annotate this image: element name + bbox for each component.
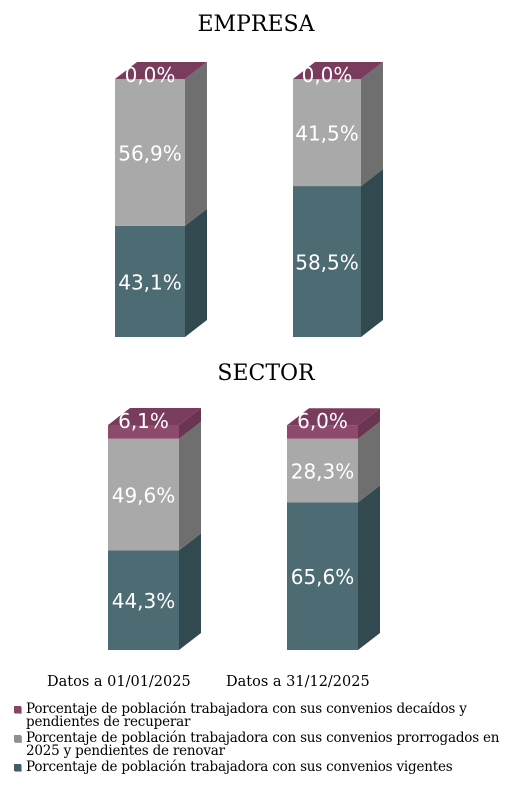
bar-segment-0-1-vigentes — [293, 186, 361, 337]
bar-segment-0-0-vigentes — [115, 225, 185, 337]
legend-swatch-vigentes — [14, 764, 21, 771]
bar-segment-1-0-decaidos — [108, 425, 179, 439]
data-label-0-0-prorrogados: 56,9% — [118, 141, 182, 165]
data-label-1-1-decaidos: 6,0% — [297, 409, 348, 433]
bar-side-1-1-decaidos — [358, 408, 380, 439]
bar-top-0-0 — [115, 62, 207, 79]
data-label-0-1-decaidos: 0,0% — [302, 63, 353, 87]
bar-segment-1-0-prorrogados — [108, 438, 179, 551]
legend: Porcentaje de población trabajadora con … — [14, 701, 530, 777]
legend-item-prorrogados: Porcentaje de población trabajadora con … — [14, 730, 530, 759]
bar-side-1-0-prorrogados — [179, 421, 201, 551]
bar-side-1-0-decaidos — [179, 408, 201, 439]
data-label-1-0-prorrogados: 49,6% — [112, 484, 176, 508]
bar-side-0-0-prorrogados — [185, 62, 207, 226]
stacked-bar-charts: EMPRESA SECTOR 43,1% 56,9% 0,0% 58,5% 41,5% 0… — [108, 12, 383, 650]
legend-label-vigentes: Porcentaje de población trabajadora con … — [26, 759, 453, 775]
legend-label-decaidos: Porcentaje de población trabajadora con … — [26, 701, 467, 730]
bar-top-1-0 — [108, 408, 201, 425]
legend-item-vigentes: Porcentaje de población trabajadora con … — [14, 759, 530, 775]
bar-segment-1-1-decaidos — [287, 425, 358, 439]
x-label-inicio: Datos a 01/01/2025 — [47, 674, 191, 690]
legend-swatch-decaidos — [14, 706, 21, 713]
data-label-0-1-vigentes: 58,5% — [295, 251, 359, 275]
bar-top-0-1 — [293, 62, 383, 79]
bar-side-1-1-vigentes — [358, 485, 380, 650]
x-label-fin: Datos a 31/12/2025 — [226, 674, 370, 690]
bar-segment-1-1-vigentes — [287, 502, 358, 650]
x-axis-labels: Datos a 01/01/2025 Datos a 31/12/2025 — [0, 674, 530, 694]
legend-item-decaidos: Porcentaje de población trabajadora con … — [14, 701, 530, 730]
data-label-0-0-vigentes: 43,1% — [118, 270, 182, 294]
data-label-1-0-decaidos: 6,1% — [118, 409, 169, 433]
data-label-1-0-vigentes: 44,3% — [112, 589, 176, 613]
bar-side-1-1-prorrogados — [358, 421, 380, 503]
bar-top-1-1 — [287, 408, 380, 426]
bar-segment-1-1-prorrogados — [287, 438, 358, 503]
legend-swatch-prorrogados — [14, 735, 21, 742]
bar-side-1-0-vigentes — [179, 533, 201, 650]
data-label-0-0-decaidos: 0,0% — [125, 63, 176, 87]
legend-label-prorrogados: Porcentaje de población trabajadora con … — [26, 730, 500, 759]
chart-title-empresa: EMPRESA — [198, 12, 316, 37]
bar-side-0-1-vigentes — [361, 169, 383, 337]
bar-segment-0-0-prorrogados — [115, 79, 185, 226]
data-label-1-1-vigentes: 65,6% — [291, 565, 355, 589]
data-label-1-1-prorrogados: 28,3% — [291, 460, 355, 484]
bar-segment-0-1-prorrogados — [293, 79, 361, 187]
bar-segment-1-0-vigentes — [108, 550, 179, 650]
data-label-0-1-prorrogados: 41,5% — [295, 122, 359, 146]
bar-side-0-1-prorrogados — [361, 62, 383, 187]
bar-side-0-0-vigentes — [185, 208, 207, 337]
chart-title-sector: SECTOR — [217, 361, 316, 386]
